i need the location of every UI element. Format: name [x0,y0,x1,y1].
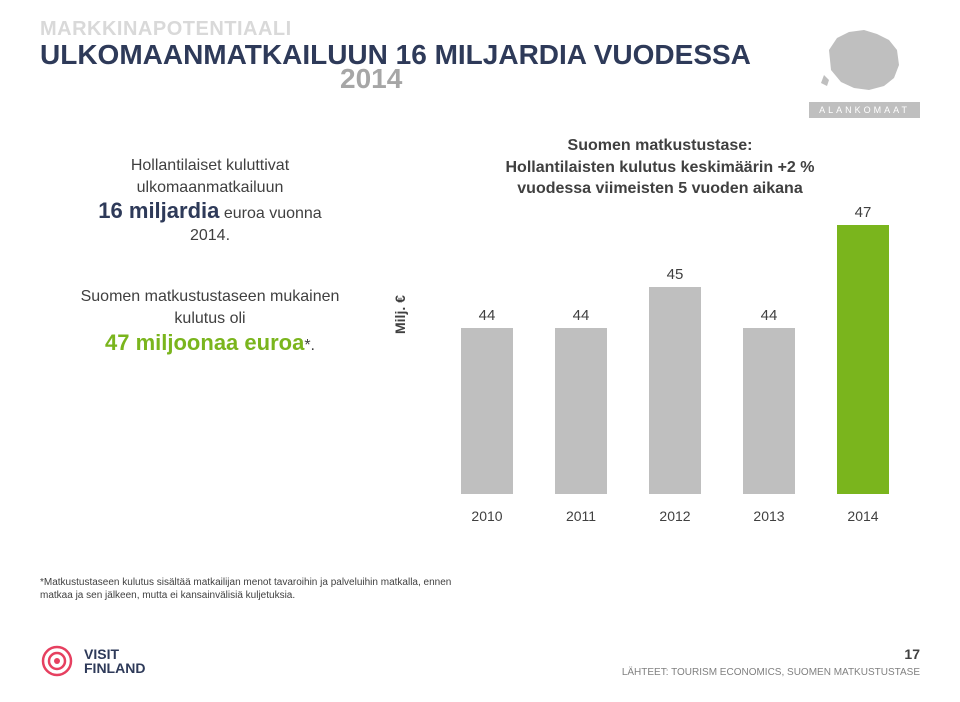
bar-value-label: 44 [479,307,496,324]
bar-slot: 44 [534,204,628,494]
bar-slot: 45 [628,204,722,494]
bar [555,328,608,494]
x-axis-label: 2010 [440,508,534,524]
logo-line2: FINLAND [84,661,145,675]
chart-ylabel: Milj. € [392,295,408,334]
bar-slot: 44 [440,204,534,494]
left1-suffix: euroa vuonna [219,205,321,222]
left2-line2: kulutus oli [40,308,380,330]
x-axis-label: 2012 [628,508,722,524]
x-axis-label: 2011 [534,508,628,524]
netherlands-map-icon [809,20,919,100]
x-axis-label: 2014 [816,508,910,524]
country-label: ALANKOMAAT [809,102,920,118]
right-column: Suomen matkustustase: Hollantilaisten ku… [380,135,920,524]
bar-value-label: 47 [855,204,872,221]
left2-asterisk: *. [304,337,315,354]
chart-title: Suomen matkustustase: Hollantilaisten ku… [400,135,920,200]
bar-value-label: 44 [573,307,590,324]
source-line: LÄHTEET: TOURISM ECONOMICS, SUOMEN MATKU… [622,667,920,678]
bar-value-label: 45 [667,266,684,283]
left-block-1: Hollantilaiset kuluttivat ulkomaanmatkai… [40,155,380,246]
chart-title-line3: vuodessa viimeisten 5 vuoden aikana [400,178,920,200]
left-block-2: Suomen matkustustaseen mukainen kulutus … [40,286,380,356]
logo-line1: VISIT [84,647,145,661]
left1-big: 16 miljardia [98,198,219,223]
left1-line1: Hollantilaiset kuluttivat [40,155,380,177]
left1-year: 2014. [40,225,380,247]
country-badge: ALANKOMAAT [809,20,920,118]
chart-xaxis: 20102011201220132014 [440,508,910,524]
bar [743,328,796,494]
bar [649,287,702,494]
logo-text: VISIT FINLAND [84,647,145,675]
left2-line1: Suomen matkustustaseen mukainen [40,286,380,308]
left1-line2: ulkomaanmatkailuun [40,177,380,199]
chart-bars-area: 44 44 45 44 47 [440,204,910,494]
chart-title-line1: Suomen matkustustase: [400,135,920,157]
content-row: Hollantilaiset kuluttivat ulkomaanmatkai… [0,135,960,524]
bar [461,328,514,494]
bar-value-label: 44 [761,307,778,324]
left2-bigline: 47 miljoonaa euroa*. [40,330,380,357]
left-column: Hollantilaiset kuluttivat ulkomaanmatkai… [40,135,380,524]
bar [837,225,890,494]
x-axis-label: 2013 [722,508,816,524]
left1-bigline: 16 miljardia euroa vuonna [40,198,380,225]
visit-finland-logo: VISIT FINLAND [40,644,145,678]
bar-chart: Milj. € 4444454447 20102011201220132014 [400,204,920,524]
logo-icon [40,644,74,678]
bar-slot: 44 [722,204,816,494]
page-number: 17 [904,646,920,662]
chart-title-line2: Hollantilaisten kulutus keskimäärin +2 % [400,157,920,179]
left2-big: 47 miljoonaa euroa [105,330,304,355]
bar-slot: 47 [816,204,910,494]
footnote: *Matkustustaseen kulutus sisältää matkai… [40,576,470,602]
